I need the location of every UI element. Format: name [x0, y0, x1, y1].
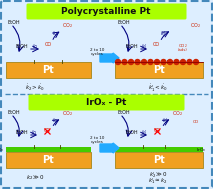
Text: EtOH: EtOH [8, 109, 21, 115]
Text: CO: CO [45, 43, 52, 47]
Circle shape [148, 60, 153, 64]
Text: $k_2 \gg 0$: $k_2 \gg 0$ [26, 174, 45, 182]
Text: CO: CO [193, 120, 199, 124]
Circle shape [180, 60, 186, 64]
Text: IrO$_x$: IrO$_x$ [196, 146, 206, 154]
FancyBboxPatch shape [6, 147, 91, 152]
FancyBboxPatch shape [115, 147, 203, 152]
Text: EtOH: EtOH [8, 19, 21, 25]
Text: $k_2$: $k_2$ [52, 117, 58, 125]
Circle shape [167, 60, 173, 64]
Circle shape [187, 60, 192, 64]
Circle shape [135, 60, 140, 64]
Text: $k_2'$: $k_2'$ [162, 116, 168, 126]
Text: CO$_2$: CO$_2$ [178, 42, 188, 50]
Circle shape [161, 60, 166, 64]
Text: EtOH: EtOH [117, 19, 130, 25]
Text: EtOH: EtOH [16, 129, 29, 135]
Text: EtOH: EtOH [117, 109, 130, 115]
Circle shape [115, 60, 121, 64]
Text: CO: CO [43, 129, 50, 133]
Text: $k_1$: $k_1$ [31, 129, 37, 137]
Text: IrO$_x$: IrO$_x$ [0, 146, 4, 154]
Text: $k_2' \gg 0$: $k_2' \gg 0$ [149, 170, 167, 180]
Text: $\dot{k}_1' < \dot{k}_0$: $\dot{k}_1' < \dot{k}_0$ [148, 82, 168, 94]
Text: EtOH: EtOH [16, 43, 29, 49]
Text: Polycrystalline Pt: Polycrystalline Pt [61, 7, 151, 16]
Text: Pt: Pt [42, 65, 54, 75]
FancyBboxPatch shape [115, 62, 203, 78]
FancyBboxPatch shape [115, 152, 203, 168]
FancyArrow shape [100, 143, 119, 153]
Text: $k_1' \approx k_2$: $k_1' \approx k_2$ [148, 176, 168, 186]
Text: 2 to 10
cycles: 2 to 10 cycles [90, 136, 104, 144]
Text: IrOₓ - Pt: IrOₓ - Pt [86, 98, 126, 107]
Text: $k_1$: $k_1$ [32, 43, 38, 51]
Text: CO$_2$: CO$_2$ [62, 110, 73, 119]
Text: EtOH: EtOH [125, 129, 138, 135]
Text: CO$_2$: CO$_2$ [173, 110, 184, 119]
Text: Pt: Pt [42, 155, 54, 165]
Text: EtOH: EtOH [125, 43, 138, 49]
Text: Pt: Pt [153, 65, 165, 75]
Text: CO: CO [153, 129, 161, 133]
Circle shape [141, 60, 147, 64]
FancyArrow shape [100, 53, 119, 63]
Text: Pt: Pt [153, 155, 165, 165]
FancyBboxPatch shape [6, 152, 91, 168]
Circle shape [193, 60, 199, 64]
Text: $k_2'$: $k_2'$ [160, 29, 166, 39]
FancyBboxPatch shape [26, 4, 187, 19]
Text: CO: CO [153, 43, 160, 47]
Circle shape [122, 60, 127, 64]
Text: $\dot{k}_2 > \dot{k}_0$: $\dot{k}_2 > \dot{k}_0$ [25, 83, 45, 93]
Text: 2 to 10
cycles: 2 to 10 cycles [90, 48, 104, 56]
Circle shape [154, 60, 160, 64]
FancyBboxPatch shape [6, 62, 91, 78]
Circle shape [128, 60, 134, 64]
Text: $k_1'$: $k_1'$ [141, 42, 147, 52]
Text: $k_2$: $k_2$ [52, 29, 58, 38]
Text: CO$_2$: CO$_2$ [62, 22, 73, 30]
Text: $k_1'$: $k_1'$ [141, 128, 147, 138]
Text: (ads): (ads) [178, 48, 188, 52]
FancyBboxPatch shape [29, 94, 184, 111]
Text: CO$_2$: CO$_2$ [190, 22, 201, 30]
Circle shape [174, 60, 179, 64]
